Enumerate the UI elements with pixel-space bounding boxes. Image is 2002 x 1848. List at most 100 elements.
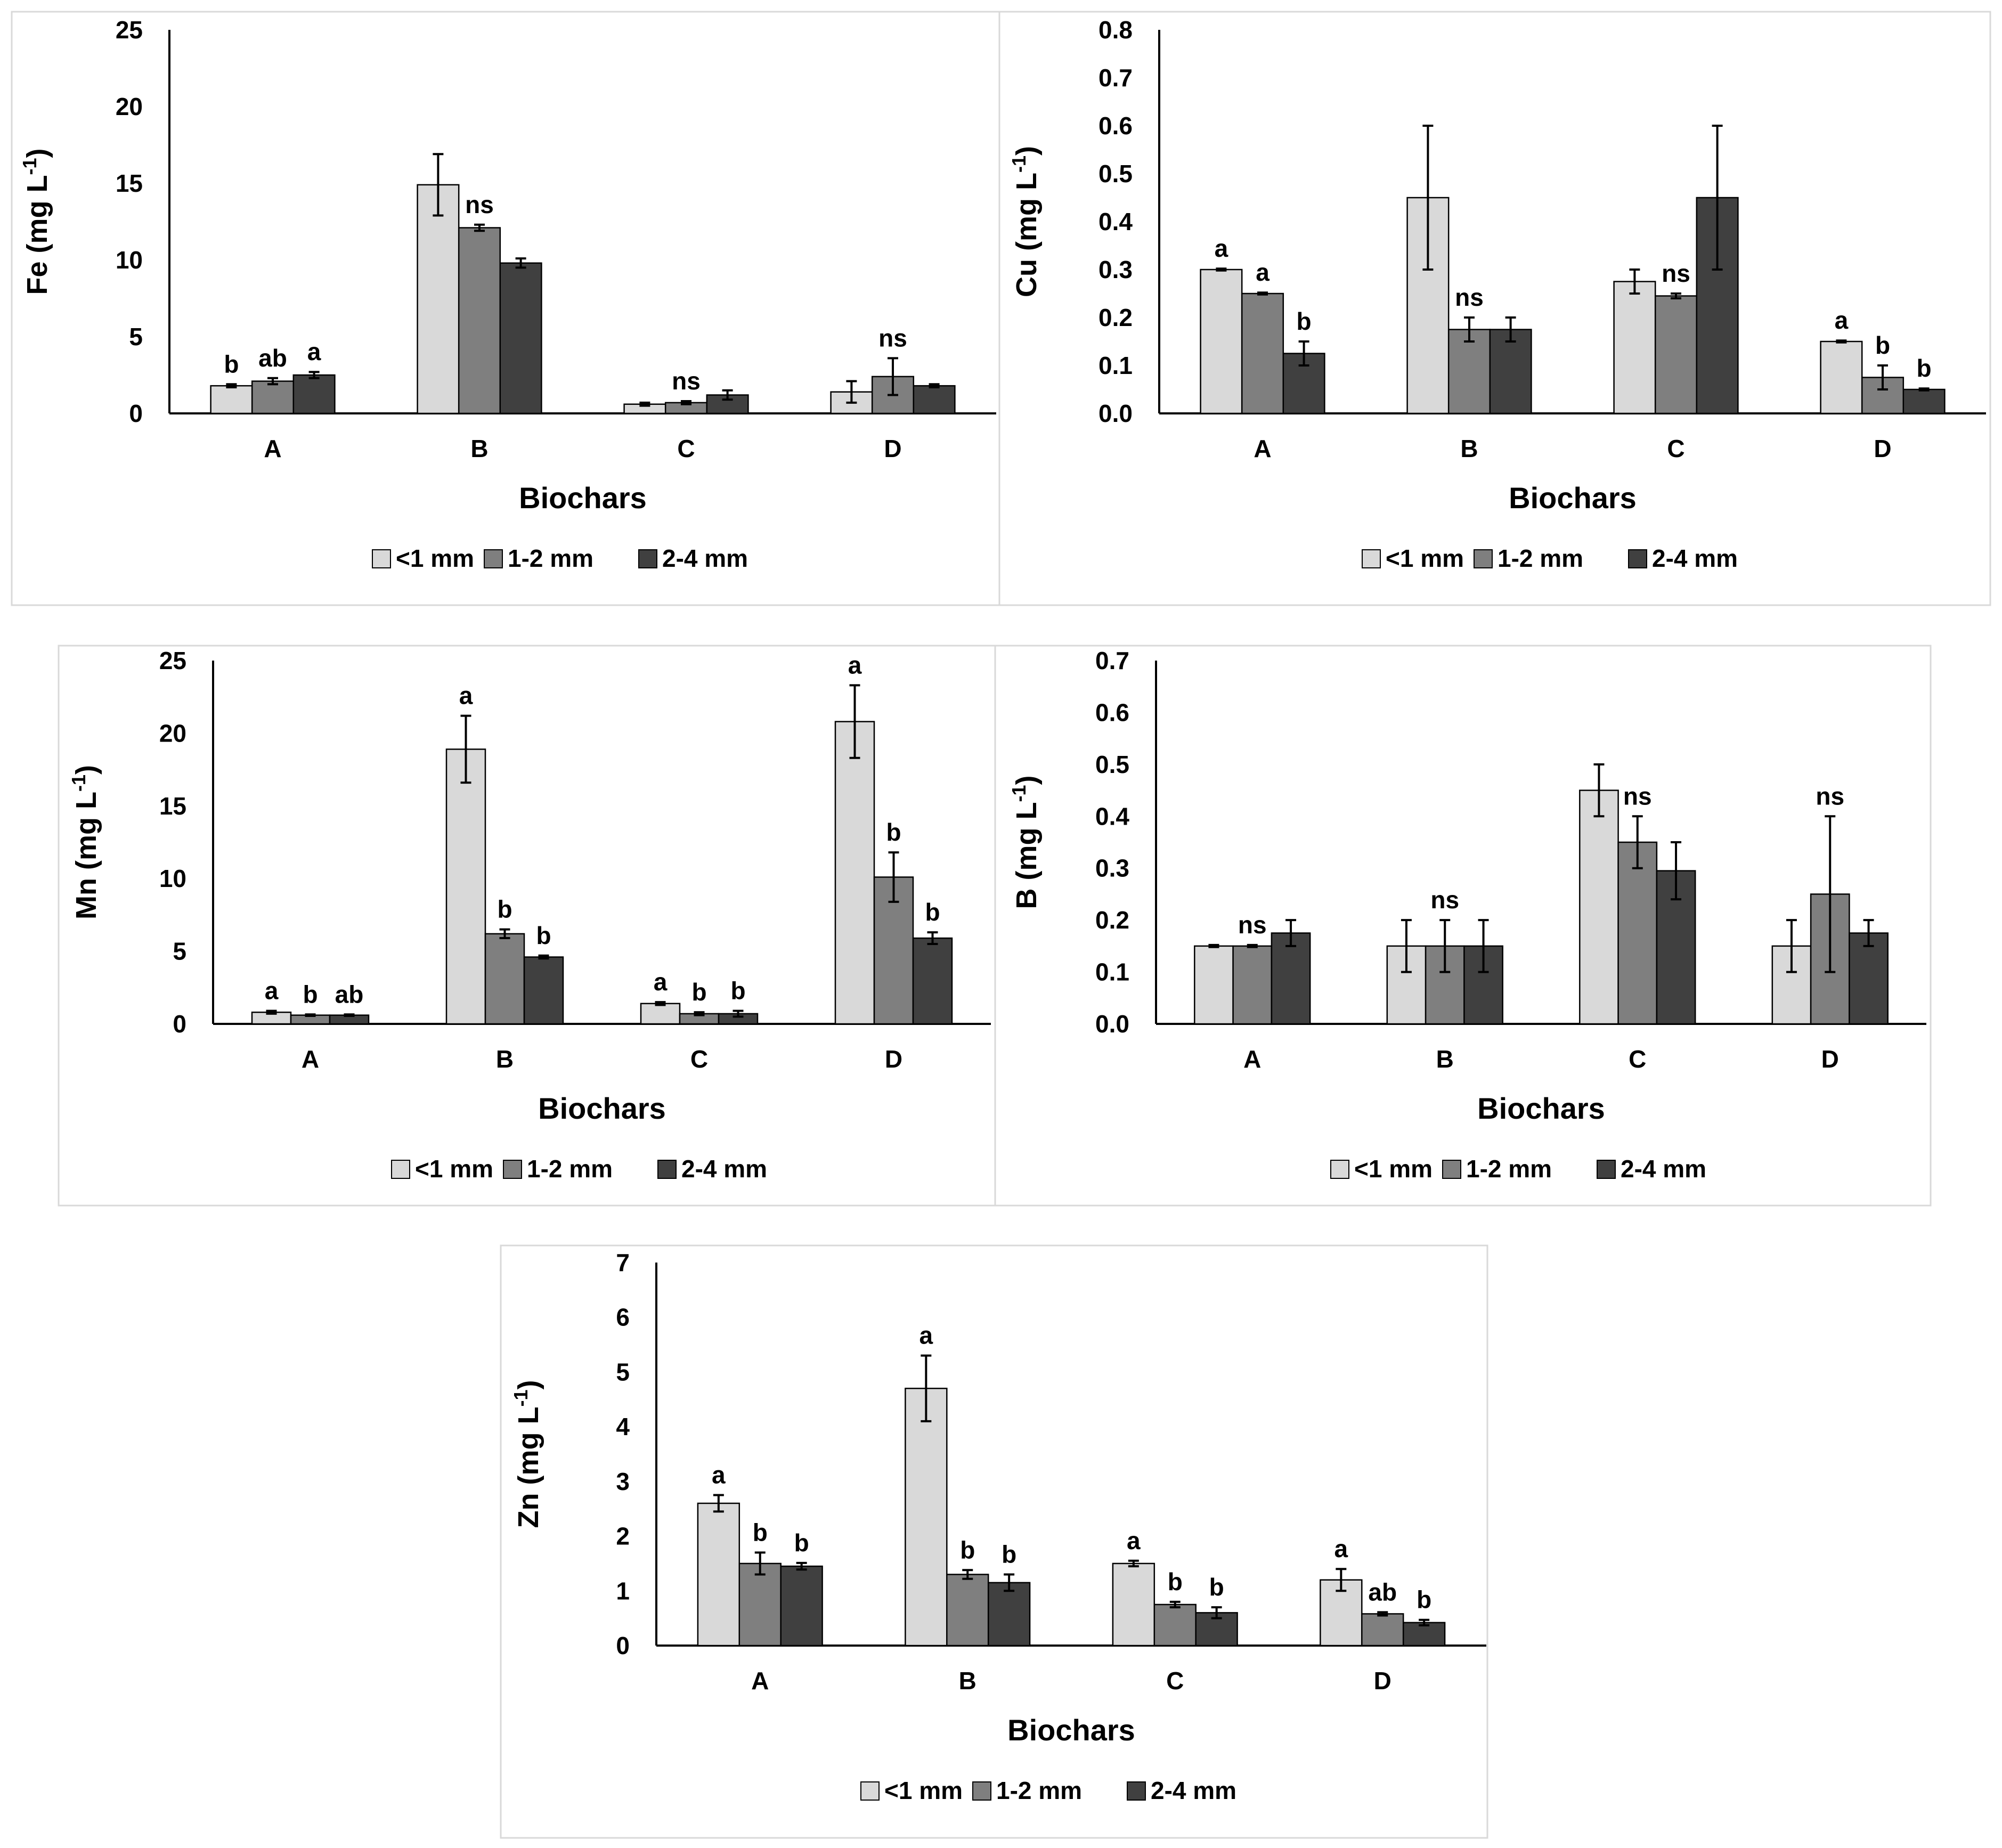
legend-item: 1-2 mm — [972, 1777, 1082, 1804]
y-tick-label: 0.1 — [1098, 352, 1133, 379]
legend-swatch — [1330, 1160, 1349, 1179]
x-tick-label: A — [751, 1667, 769, 1695]
y-tick-label: 10 — [116, 246, 143, 274]
legend-label: <1 mm — [1386, 544, 1464, 572]
significance-label: ab — [335, 980, 364, 1008]
bar-zn-A-s0 — [697, 1502, 740, 1647]
significance-label: a — [848, 651, 862, 679]
legend-label: 1-2 mm — [508, 544, 593, 572]
significance-label: ab — [1368, 1578, 1397, 1606]
x-tick-label: B — [1436, 1045, 1454, 1073]
significance-label: a — [307, 338, 321, 365]
panel-border — [998, 11, 1991, 606]
bar-zn-D-s1 — [1361, 1613, 1404, 1647]
legend-item: 2-4 mm — [1628, 544, 1738, 572]
legend-swatch — [860, 1781, 880, 1801]
legend-swatch — [484, 549, 503, 568]
y-tick-label: 0 — [616, 1632, 630, 1659]
significance-label: b — [753, 1518, 768, 1546]
y-tick-label: 5 — [173, 938, 186, 965]
chart-panel-cu: 0.0 0.1 0.2 0.3 0.4 0.5 0.6 0.7 0.8 Cu (mg L-1) A B… — [998, 11, 1991, 606]
y-tick-label: 0.2 — [1098, 304, 1133, 331]
bar-b-C-s1 — [1617, 841, 1658, 1025]
y-tick-label: 0.6 — [1095, 698, 1129, 726]
bar-cu-C-s1 — [1654, 295, 1698, 414]
x-axis-title: Biochars — [1007, 1713, 1135, 1747]
bar-b-A-s2 — [1271, 932, 1311, 1025]
chart-panel-b: 0.0 0.1 0.2 0.3 0.4 0.5 0.6 0.7 B (mg L-1) A B C Dns… — [994, 645, 1932, 1207]
bar-cu-D-s0 — [1820, 340, 1863, 414]
legend-item: 1-2 mm — [484, 544, 593, 572]
y-tick-label: 0.5 — [1095, 751, 1129, 778]
bar-zn-A-s1 — [738, 1562, 782, 1647]
legend-swatch — [638, 549, 657, 568]
bar-b-C-s0 — [1579, 789, 1619, 1025]
y-tick-label: 0.3 — [1098, 256, 1133, 283]
y-axis-label: Zn (mg L-1) — [510, 1380, 544, 1528]
bar-b-D-s2 — [1849, 932, 1889, 1025]
significance-label: b — [886, 818, 901, 846]
significance-label: ns — [672, 367, 701, 395]
bar-mn-D-s2 — [912, 937, 953, 1025]
bar-zn-B-s0 — [905, 1387, 948, 1647]
x-axis-title: Biochars — [1477, 1092, 1605, 1125]
significance-label: b — [1875, 331, 1890, 359]
legend-item: 2-4 mm — [1127, 1777, 1236, 1804]
bar-cu-D-s2 — [1902, 388, 1946, 414]
y-tick-label: 15 — [116, 169, 143, 197]
legend-label: <1 mm — [415, 1155, 493, 1183]
y-axis-label: Cu (mg L-1) — [1008, 146, 1043, 297]
bar-fe-A-s1 — [251, 380, 295, 414]
significance-label: b — [730, 976, 745, 1004]
x-tick-label: B — [959, 1667, 976, 1695]
y-tick-label: 0.4 — [1098, 208, 1133, 235]
y-tick-label: 5 — [129, 323, 143, 351]
y-tick-label: 0.8 — [1098, 16, 1133, 44]
y-tick-label: 7 — [616, 1249, 630, 1276]
x-axis-title: Biochars — [519, 481, 647, 515]
legend-item: 1-2 mm — [1474, 544, 1583, 572]
legend-label: 2-4 mm — [1621, 1155, 1706, 1183]
y-tick-label: 0.5 — [1098, 160, 1133, 188]
legend-item: 2-4 mm — [657, 1155, 767, 1183]
legend-item: <1 mm — [391, 1155, 493, 1183]
x-axis-title: Biochars — [1509, 481, 1637, 515]
significance-label: ns — [1430, 886, 1459, 914]
chart-panel-fe: 0 5 10 15 20 25 Fe (mg L-1) A B C Db ab a ns ns ns Bioch… — [11, 11, 1000, 606]
y-tick-label: 0.1 — [1095, 958, 1129, 986]
bar-zn-B-s2 — [987, 1582, 1031, 1647]
y-tick-label: 25 — [159, 647, 186, 674]
significance-label: b — [497, 895, 512, 923]
significance-label: ns — [878, 324, 907, 352]
significance-label: b — [536, 922, 551, 949]
legend-item: <1 mm — [1362, 544, 1464, 572]
y-tick-label: 0 — [173, 1010, 186, 1038]
bar-fe-B-s0 — [417, 184, 460, 414]
legend-label: 2-4 mm — [1652, 544, 1738, 572]
y-tick-label: 0.7 — [1095, 647, 1129, 674]
y-tick-label: 0.2 — [1095, 906, 1129, 934]
legend-label: 2-4 mm — [662, 544, 748, 572]
bar-fe-A-s0 — [210, 385, 253, 414]
x-tick-label: B — [496, 1045, 514, 1073]
legend-label: 2-4 mm — [1151, 1777, 1236, 1804]
significance-label: b — [925, 898, 940, 926]
significance-label: b — [303, 980, 318, 1008]
significance-label: ns — [1623, 782, 1652, 810]
legend-swatch — [1628, 549, 1647, 568]
legend-swatch — [503, 1160, 522, 1179]
legend-swatch — [972, 1781, 991, 1801]
y-tick-label: 20 — [159, 719, 186, 747]
legend-item: 2-4 mm — [1597, 1155, 1706, 1183]
x-tick-label: C — [1629, 1045, 1646, 1073]
significance-label: a — [1835, 306, 1849, 334]
legend-item: 2-4 mm — [638, 544, 748, 572]
legend-swatch — [1362, 549, 1381, 568]
bar-mn-B-s1 — [484, 933, 525, 1025]
legend-swatch — [391, 1160, 410, 1179]
significance-label: b — [1002, 1540, 1016, 1568]
bar-b-A-s0 — [1194, 945, 1234, 1025]
bar-cu-A-s0 — [1200, 268, 1243, 414]
